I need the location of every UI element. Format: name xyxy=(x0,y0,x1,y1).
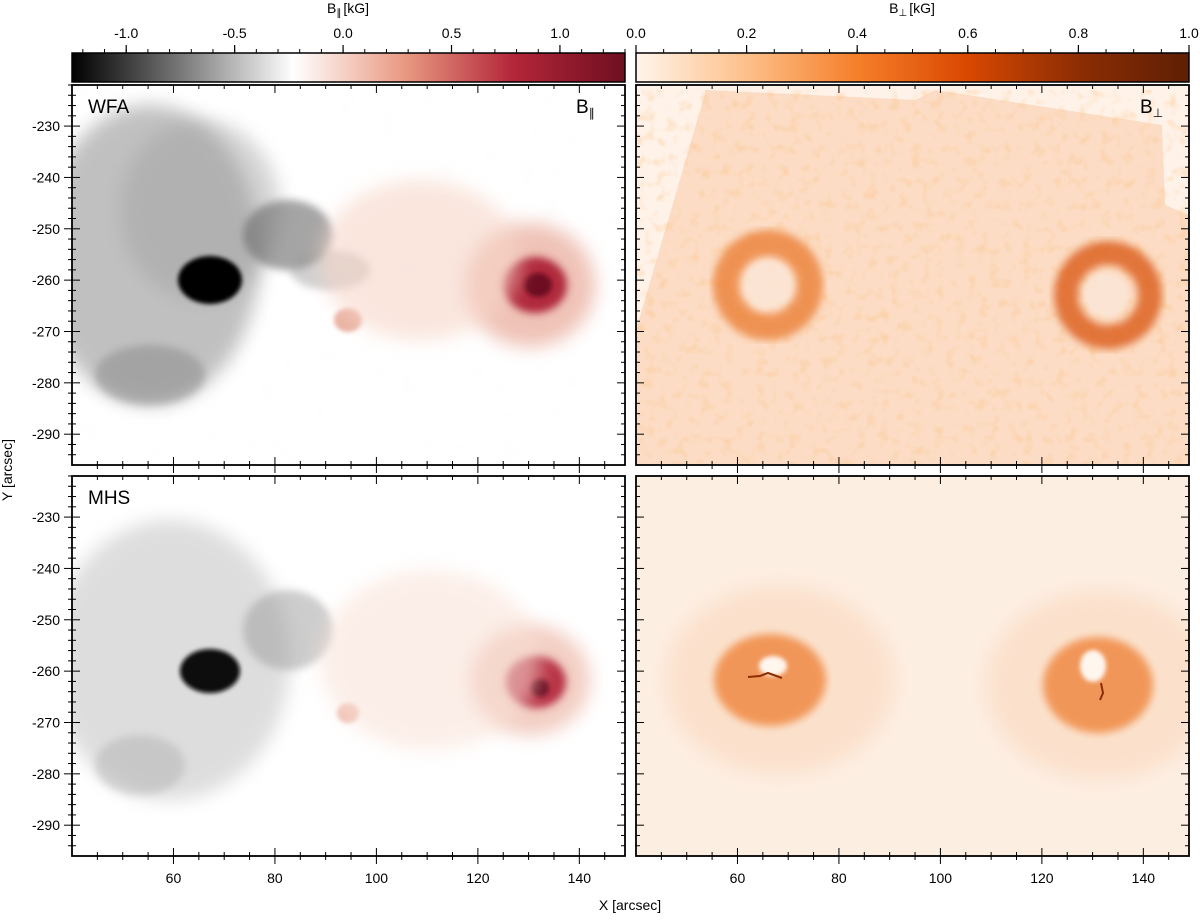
colorbar-left-tick-label: -1.0 xyxy=(114,25,138,41)
panel-mhs-bperp xyxy=(636,476,1189,856)
y-tick-label: -270 xyxy=(32,323,60,339)
y-tick-label: -260 xyxy=(32,272,60,288)
x-tick-label: 100 xyxy=(365,870,389,886)
colorbar-right-gradient xyxy=(635,52,1190,83)
y-axis-label: Y [arcsec] xyxy=(0,439,15,501)
colorbar-right-ticks: 0.0 0.2 0.4 0.6 0.8 1.0 xyxy=(626,25,1199,53)
x-tick-label: 140 xyxy=(568,870,592,886)
y-tick-label: -260 xyxy=(32,663,60,679)
y-tick-label: -280 xyxy=(32,375,60,391)
colorbar-right-title: B⊥ [kG] xyxy=(889,0,935,19)
x-tick-label: 120 xyxy=(466,870,490,886)
frame-br xyxy=(635,475,1190,857)
colorbar-right-tick-label: 0.8 xyxy=(1069,25,1089,41)
colorbar-left-gradient xyxy=(71,52,626,83)
y-tick-label: -270 xyxy=(32,714,60,730)
colorbar-left-tick-label: 0.0 xyxy=(333,25,353,41)
colorbar-right-tick-label: 0.4 xyxy=(847,25,867,41)
y-tick-label: -250 xyxy=(32,221,60,237)
axis-ticks xyxy=(64,84,1189,864)
colorbar-right-tick-label: 1.0 xyxy=(1179,25,1199,41)
x-tick-label: 100 xyxy=(929,870,953,886)
colorbar-left-ticks: -1.0 -0.5 0.0 0.5 1.0 xyxy=(82,25,626,53)
panel-wfa-bperp: B⊥ xyxy=(636,85,1189,465)
colorbar-right-tick-label: 0.6 xyxy=(958,25,978,41)
x-tick-label: 120 xyxy=(1030,870,1054,886)
frame-tl xyxy=(71,84,626,466)
panel-wfa-bpar-corner: B∥ xyxy=(576,97,595,120)
x-tick-label: 80 xyxy=(831,870,847,886)
y-tick-label: -240 xyxy=(32,169,60,185)
panel-wfa-bperp-corner: B⊥ xyxy=(1140,97,1163,120)
axis-tick-labels: -230 -240 -250 -260 -270 -280 -290 -230 -240 -250… xyxy=(32,118,1155,886)
x-tick-label: 60 xyxy=(730,870,746,886)
panel-mhs-label: MHS xyxy=(88,488,130,509)
colorbar-right-tick-label: 0.2 xyxy=(737,25,757,41)
colorbar-left-tick-label: -0.5 xyxy=(223,25,247,41)
colorbar-left-tick-label: 0.5 xyxy=(442,25,462,41)
x-tick-label: 80 xyxy=(267,870,283,886)
colorbar-left: -1.0 -0.5 0.0 0.5 1.0 B∥ [kG] xyxy=(71,0,626,83)
x-tick-label: 60 xyxy=(166,870,182,886)
frame-bl xyxy=(71,475,626,857)
panel-wfa-bpar: WFA B∥ xyxy=(72,85,625,465)
y-tick-label: -290 xyxy=(32,817,60,833)
y-tick-label: -230 xyxy=(32,118,60,134)
x-tick-label: 140 xyxy=(1132,870,1156,886)
y-tick-label: -280 xyxy=(32,766,60,782)
frame-tr xyxy=(635,84,1190,466)
panel-mhs-bpar: MHS xyxy=(72,476,625,856)
colorbar-right: 0.0 0.2 0.4 0.6 0.8 1.0 B⊥ [kG] xyxy=(626,0,1199,83)
colorbar-left-title: B∥ [kG] xyxy=(327,0,369,19)
y-tick-label: -240 xyxy=(32,560,60,576)
y-tick-label: -290 xyxy=(32,426,60,442)
colorbar-right-tick-label: 0.0 xyxy=(626,25,646,41)
panel-wfa-label: WFA xyxy=(88,97,129,118)
x-axis-label: X [arcsec] xyxy=(599,897,661,913)
y-tick-label: -250 xyxy=(32,612,60,628)
colorbar-left-tick-label: 1.0 xyxy=(550,25,570,41)
y-tick-label: -230 xyxy=(32,509,60,525)
